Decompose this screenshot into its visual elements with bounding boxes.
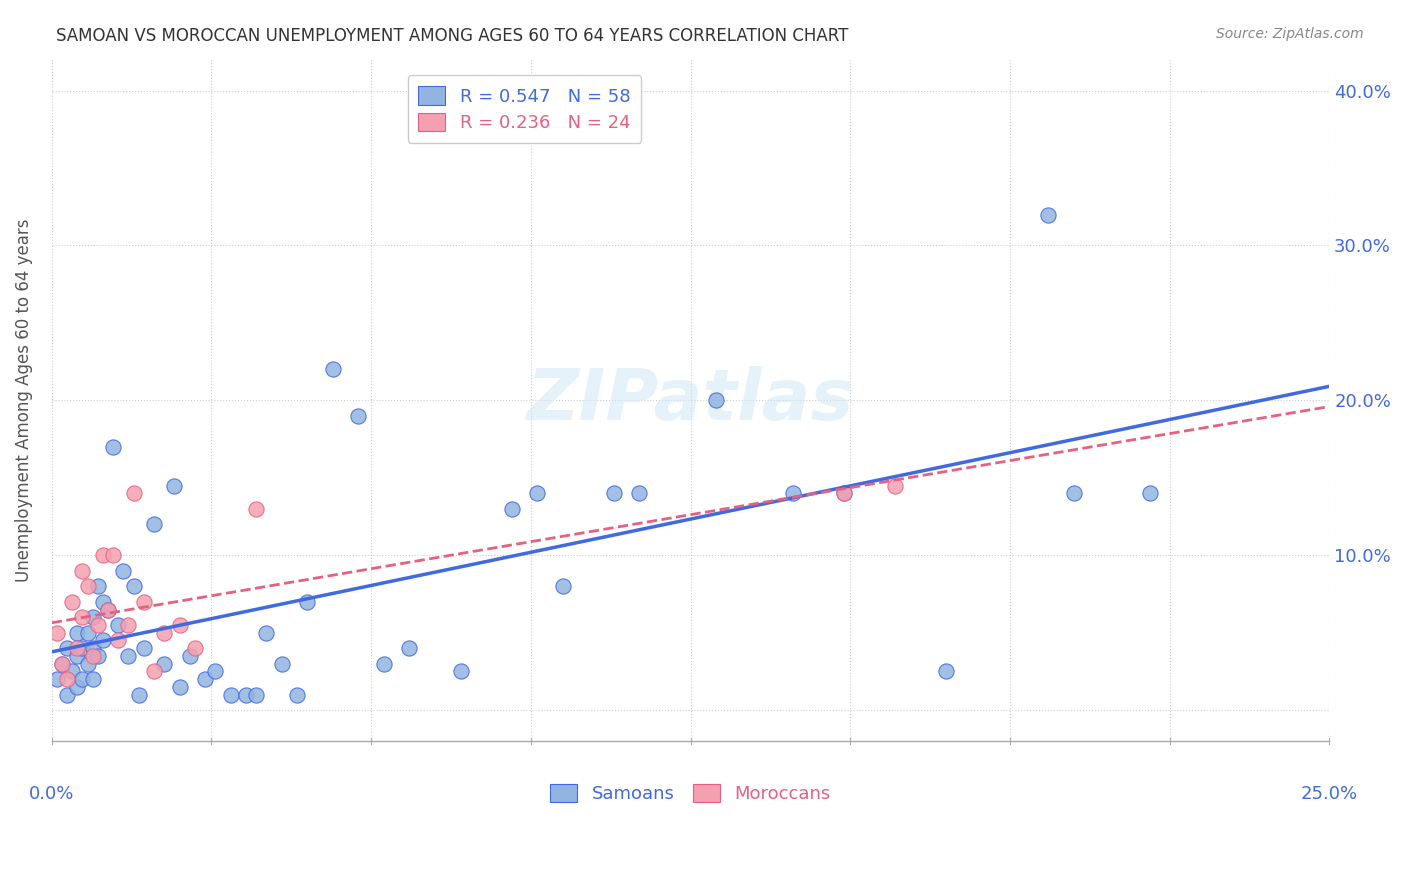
Point <box>117 648 139 663</box>
Point <box>169 618 191 632</box>
Point <box>45 672 67 686</box>
Point <box>169 680 191 694</box>
Point <box>219 688 242 702</box>
Point <box>60 595 83 609</box>
Point <box>398 641 420 656</box>
Point <box>60 665 83 679</box>
Text: 25.0%: 25.0% <box>1301 785 1358 803</box>
Point <box>51 657 73 671</box>
Point <box>628 486 651 500</box>
Point <box>373 657 395 671</box>
Point <box>163 478 186 492</box>
Point <box>56 688 79 702</box>
Text: Source: ZipAtlas.com: Source: ZipAtlas.com <box>1216 27 1364 41</box>
Point <box>87 618 110 632</box>
Point <box>128 688 150 702</box>
Point <box>142 517 165 532</box>
Point <box>91 549 114 563</box>
Point <box>179 648 201 663</box>
Point <box>551 579 574 593</box>
Point <box>101 440 124 454</box>
Point <box>194 672 217 686</box>
Point <box>82 648 104 663</box>
Legend: Samoans, Moroccans: Samoans, Moroccans <box>540 772 841 814</box>
Point <box>87 648 110 663</box>
Point <box>245 688 267 702</box>
Point <box>883 478 905 492</box>
Point <box>72 641 94 656</box>
Point <box>285 688 308 702</box>
Point <box>56 672 79 686</box>
Point <box>1063 486 1085 500</box>
Point <box>107 618 129 632</box>
Point <box>153 657 176 671</box>
Point <box>526 486 548 500</box>
Point <box>935 665 957 679</box>
Point <box>153 625 176 640</box>
Point <box>101 549 124 563</box>
Point <box>501 501 523 516</box>
Point <box>704 393 727 408</box>
Point <box>254 625 277 640</box>
Point <box>97 602 120 616</box>
Text: 0.0%: 0.0% <box>30 785 75 803</box>
Point <box>56 641 79 656</box>
Point <box>51 657 73 671</box>
Point <box>72 610 94 624</box>
Point <box>82 641 104 656</box>
Point <box>66 648 89 663</box>
Point <box>72 672 94 686</box>
Point <box>603 486 626 500</box>
Point <box>82 610 104 624</box>
Point <box>72 564 94 578</box>
Point <box>450 665 472 679</box>
Point <box>97 602 120 616</box>
Point <box>347 409 370 423</box>
Point <box>107 633 129 648</box>
Point <box>91 595 114 609</box>
Point <box>45 625 67 640</box>
Point <box>66 680 89 694</box>
Point <box>132 595 155 609</box>
Point <box>1038 207 1060 221</box>
Point <box>235 688 257 702</box>
Point <box>245 501 267 516</box>
Point <box>87 579 110 593</box>
Point <box>832 486 855 500</box>
Text: ZIPatlas: ZIPatlas <box>527 366 855 435</box>
Point <box>122 486 145 500</box>
Point <box>91 633 114 648</box>
Point <box>782 486 804 500</box>
Point <box>204 665 226 679</box>
Point <box>142 665 165 679</box>
Point <box>76 625 98 640</box>
Point <box>270 657 292 671</box>
Point <box>297 595 319 609</box>
Point <box>117 618 139 632</box>
Point <box>832 486 855 500</box>
Point <box>66 641 89 656</box>
Point <box>1139 486 1161 500</box>
Point <box>122 579 145 593</box>
Point <box>322 362 344 376</box>
Point <box>76 579 98 593</box>
Point <box>76 657 98 671</box>
Y-axis label: Unemployment Among Ages 60 to 64 years: Unemployment Among Ages 60 to 64 years <box>15 219 32 582</box>
Point <box>184 641 207 656</box>
Point <box>112 564 135 578</box>
Point <box>66 625 89 640</box>
Text: SAMOAN VS MOROCCAN UNEMPLOYMENT AMONG AGES 60 TO 64 YEARS CORRELATION CHART: SAMOAN VS MOROCCAN UNEMPLOYMENT AMONG AG… <box>56 27 849 45</box>
Point <box>82 672 104 686</box>
Point <box>132 641 155 656</box>
